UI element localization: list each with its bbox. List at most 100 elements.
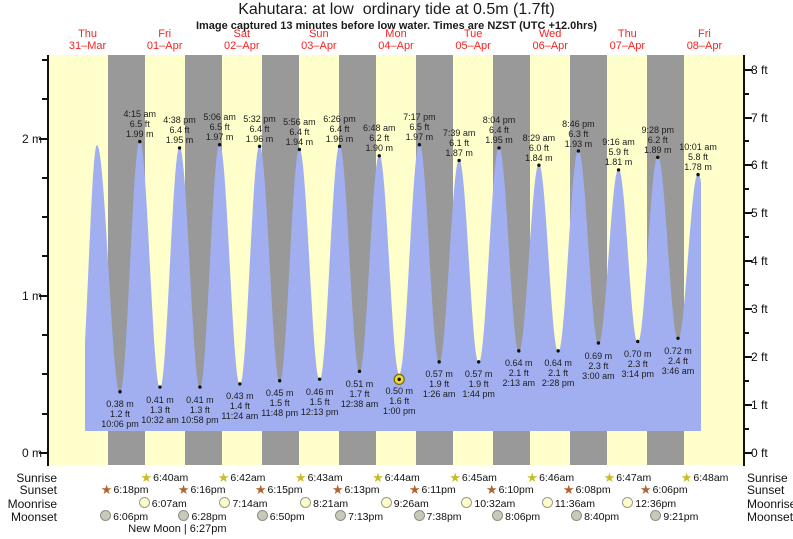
day-weekday: Sat	[233, 28, 251, 40]
sunrise-entry: ★6:47am	[604, 471, 652, 485]
sunset-entry: ★6:08pm	[563, 483, 611, 497]
moonrise-time: 7:14am	[232, 497, 268, 510]
right-axis-tick	[745, 68, 752, 71]
left-axis-tick	[42, 98, 47, 101]
tide-label-line: 3:46 am	[661, 365, 695, 376]
sunrise-row-label: Sunrise	[16, 470, 57, 485]
tide-label-line: 6.4 ft	[329, 123, 350, 134]
day-date: 02–Apr	[224, 40, 260, 52]
tide-label-line: 8:46 pm	[562, 118, 595, 129]
low-tide-label: 0.45 m 1.5 ft 11:48 pm	[238, 388, 322, 418]
right-axis-tick	[745, 260, 752, 263]
sunrise-time: 6:45am	[461, 471, 497, 484]
moonset-time: 8:06pm	[505, 510, 541, 523]
tide-label-line: 0.57 m	[464, 369, 493, 380]
tide-label-line: 10:01 am	[679, 142, 717, 153]
sunset-entry: ★6:16pm	[178, 483, 226, 497]
tide-label-line: 1.97 m	[205, 132, 234, 143]
y-axis-right	[743, 55, 745, 466]
tide-label-line: 6.0 ft	[528, 142, 549, 153]
tide-label-line: 0.46 m	[305, 386, 334, 397]
sunrise-star-icon: ★	[372, 469, 384, 485]
y-axis-left	[47, 55, 49, 466]
moonset-time: 7:38pm	[426, 510, 462, 523]
sunrise-time: 6:47am	[616, 471, 652, 484]
tide-label-line: 1.5 ft	[309, 396, 330, 407]
moonset-icon	[178, 509, 190, 521]
tide-label-line: 1.96 m	[245, 133, 274, 144]
sunset-time: 6:18pm	[113, 484, 149, 496]
tide-label-line: 8:04 pm	[482, 115, 516, 126]
tide-label-line: 9:16 am	[602, 137, 635, 148]
tide-label-line: 6.4 ft	[489, 125, 510, 136]
moonset-entry: 8:06pm	[492, 509, 541, 524]
day-date: 31–Mar	[68, 40, 107, 52]
moonset-time: 8:40pm	[584, 510, 620, 523]
sunset-star-icon: ★	[485, 482, 498, 497]
right-axis-tick	[745, 236, 749, 239]
tide-label-line: 2:28 pm	[541, 378, 575, 389]
sunset-entry: ★6:18pm	[101, 483, 149, 497]
sunset-star-icon: ★	[562, 482, 575, 497]
high-tide-label: 4:38 pm 6.4 ft 1.95 m	[138, 115, 222, 145]
moonrise-row-label: Moonrise	[7, 496, 57, 511]
y-axis-label-right: 5 ft	[751, 206, 768, 221]
high-tide-label: 8:29 am 6.0 ft 1.84 m	[497, 133, 581, 163]
tide-label-line: 8:29 am	[522, 132, 556, 143]
sunset-row-label: Sunset	[747, 483, 785, 497]
high-tide-label: 5:56 am 6.4 ft 1.94 m	[257, 117, 341, 147]
moonset-entry: 6:50pm	[256, 509, 305, 524]
day-label: Fri 08–Apr	[664, 28, 744, 52]
y-axis-label-right: 3 ft	[751, 302, 768, 317]
tide-label-line: 6.4 ft	[289, 126, 310, 137]
high-tide-label: 5:32 pm 6.4 ft 1.96 m	[218, 114, 302, 144]
tide-label-line: 3:00 am	[582, 370, 615, 381]
tide-label-line: 6.5 ft	[209, 122, 230, 133]
low-tide-label: 0.41 m 1.3 ft 10:32 am	[118, 395, 202, 425]
tide-label-line: 6.3 ft	[568, 128, 589, 139]
right-axis-tick	[745, 188, 749, 191]
tide-label-line: 2:13 am	[502, 378, 536, 389]
moonrise-entry: 12:36pm	[622, 496, 676, 511]
moonrise-time: 11:36am	[554, 497, 596, 510]
sunrise-time: 6:46am	[539, 471, 575, 484]
tide-label-line: 0.72 m	[664, 345, 692, 356]
moonset-icon	[413, 509, 425, 521]
moonset-icon	[571, 509, 583, 521]
high-tide-label: 9:16 am 5.9 ft 1.81 m	[577, 137, 661, 167]
high-tide-label: 8:46 pm 6.3 ft 1.93 m	[536, 119, 620, 149]
tide-label-line: 11:48 pm	[261, 408, 299, 419]
tide-label-line: 0.64 m	[544, 358, 572, 369]
tide-label-line: 1.89 m	[643, 144, 672, 155]
tide-label-line: 1.94 m	[285, 136, 314, 147]
sunset-entry: ★6:15pm	[255, 483, 303, 497]
sunset-entry: ★6:06pm	[640, 483, 688, 497]
day-weekday: Mon	[385, 28, 407, 40]
tide-label-line: 0.70 m	[623, 348, 652, 359]
sunrise-row-label: Sunrise	[747, 470, 788, 485]
sunset-entry: ★6:10pm	[486, 483, 534, 497]
tide-label-line: 1.3 ft	[149, 404, 170, 415]
low-tide-label: 0.41 m 1.3 ft 10:58 pm	[158, 395, 242, 425]
moonset-entry: 7:38pm	[413, 509, 462, 524]
high-tide-label: 7:17 pm 6.5 ft 1.97 m	[377, 112, 461, 142]
day-date: 05–Apr	[455, 40, 491, 52]
right-axis-tick	[745, 92, 749, 95]
tide-label-line: 4:15 am	[123, 109, 157, 120]
moonrise-entry: 8:21am	[300, 496, 348, 511]
low-tide-label: 0.57 m 1.9 ft 1:44 pm	[437, 369, 521, 399]
chart-subtitle: Image captured 13 minutes before low wat…	[195, 20, 598, 32]
moonrise-icon	[622, 496, 634, 508]
y-axis-label-right: 8 ft	[751, 62, 768, 77]
moonrise-icon	[219, 496, 231, 508]
right-axis-tick	[745, 212, 752, 215]
tide-label-line: 0.43 m	[226, 391, 254, 402]
sunset-time: 6:13pm	[344, 484, 380, 496]
tide-label-line: 5.8 ft	[688, 152, 709, 163]
sunrise-entry: ★6:43am	[295, 471, 343, 485]
low-tide-label: 0.57 m 1.9 ft 1:26 am	[397, 369, 481, 399]
sunrise-entry: ★6:44am	[372, 471, 420, 485]
left-axis-tick	[39, 294, 47, 297]
moonrise-entry: 7:14am	[219, 496, 268, 511]
